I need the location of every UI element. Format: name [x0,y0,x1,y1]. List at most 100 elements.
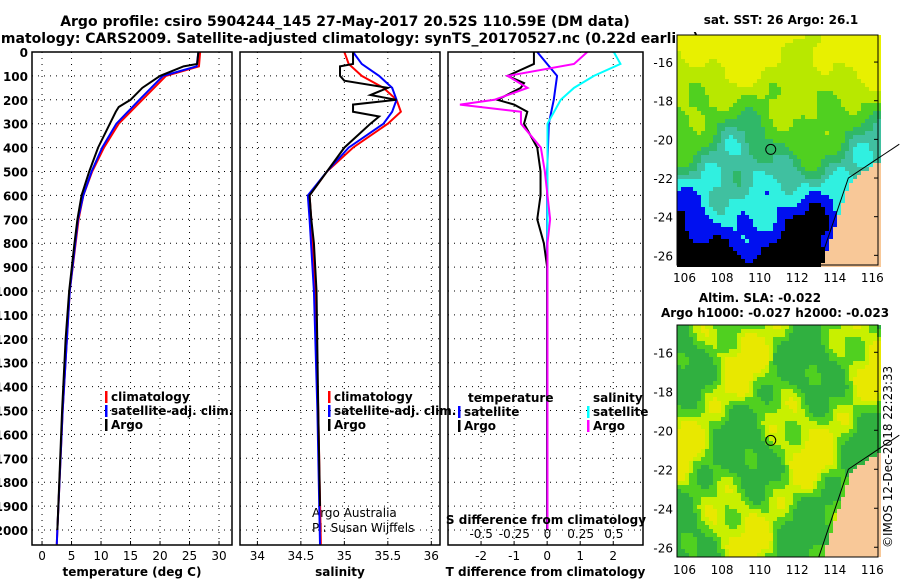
map-cell [785,409,789,413]
map-cell [841,437,845,441]
map-cell [801,247,805,251]
map-cell [765,417,769,421]
map-cell [697,75,701,79]
map-cell [817,87,821,91]
map-cell [705,357,709,361]
map-cell [777,163,781,167]
map-cell [825,83,829,87]
map-cell [821,99,825,103]
map-cell [789,255,793,259]
map-cell [677,333,681,337]
map-cell [781,119,785,123]
map-cell [765,223,769,227]
map-cell [853,55,857,59]
map-cell [749,235,753,239]
map-cell [837,325,841,329]
map-cell [697,457,701,461]
map-cell [797,159,801,163]
map-cell [725,397,729,401]
map-cell [757,39,761,43]
map-cell [725,389,729,393]
map-cell [785,183,789,187]
map-cell [713,453,717,457]
map-cell [781,417,785,421]
map-cell [685,235,689,239]
map-cell [857,397,861,401]
map-cell [789,223,793,227]
map-cell [781,421,785,425]
map-cell [745,135,749,139]
map-cell [869,227,873,231]
map-cell [725,119,729,123]
map-cell [717,353,721,357]
map-cell [685,143,689,147]
map-cell [829,377,833,381]
map-cell [837,199,841,203]
map-cell [745,91,749,95]
map-cell [825,155,829,159]
map-cell [689,259,693,263]
map-cell [801,413,805,417]
map-cell [877,227,881,231]
map-cell [685,337,689,341]
map-cell [681,449,685,453]
map-cell [785,425,789,429]
map-cell [825,441,829,445]
map-cell [841,199,845,203]
map-cell [741,231,745,235]
map-cell [805,171,809,175]
map-cell [701,187,705,191]
map-cell [721,385,725,389]
map-cell [797,39,801,43]
map-cell [845,87,849,91]
map-cell [717,111,721,115]
map-cell [785,361,789,365]
map-cell [737,43,741,47]
map-cell [825,453,829,457]
map-cell [721,115,725,119]
map-cell [769,219,773,223]
map-cell [781,123,785,127]
map-cell [721,349,725,353]
map-cell [829,127,833,131]
map-cell [801,111,805,115]
map-cell [845,83,849,87]
map-cell [873,377,877,381]
map-cell [713,191,717,195]
map-cell [733,99,737,103]
map-cell [709,329,713,333]
map-cell [841,325,845,329]
map-cell [825,227,829,231]
map-cell [685,211,689,215]
map-cell [829,445,833,449]
map-cell [797,381,801,385]
map-cell [853,155,857,159]
map-cell [817,203,821,207]
map-cell [821,333,825,337]
map-cell [737,95,741,99]
map-cell [821,191,825,195]
map-cell [805,135,809,139]
map-cell [837,361,841,365]
map-cell [805,163,809,167]
map-cell [757,409,761,413]
map-cell [781,349,785,353]
map-cell [817,389,821,393]
map-lon-label: 116 [861,271,884,285]
map-cell [717,421,721,425]
map-cell [853,369,857,373]
map-cell [717,333,721,337]
map-cell [765,385,769,389]
map-cell [853,67,857,71]
map-cell [801,99,805,103]
map-cell [761,349,765,353]
map-cell [813,385,817,389]
map-cell [733,421,737,425]
map-cell [809,223,813,227]
map-cell [709,39,713,43]
map-cell [769,79,773,83]
map-cell [737,433,741,437]
series-s-argo [459,51,588,530]
map-cell [809,397,813,401]
